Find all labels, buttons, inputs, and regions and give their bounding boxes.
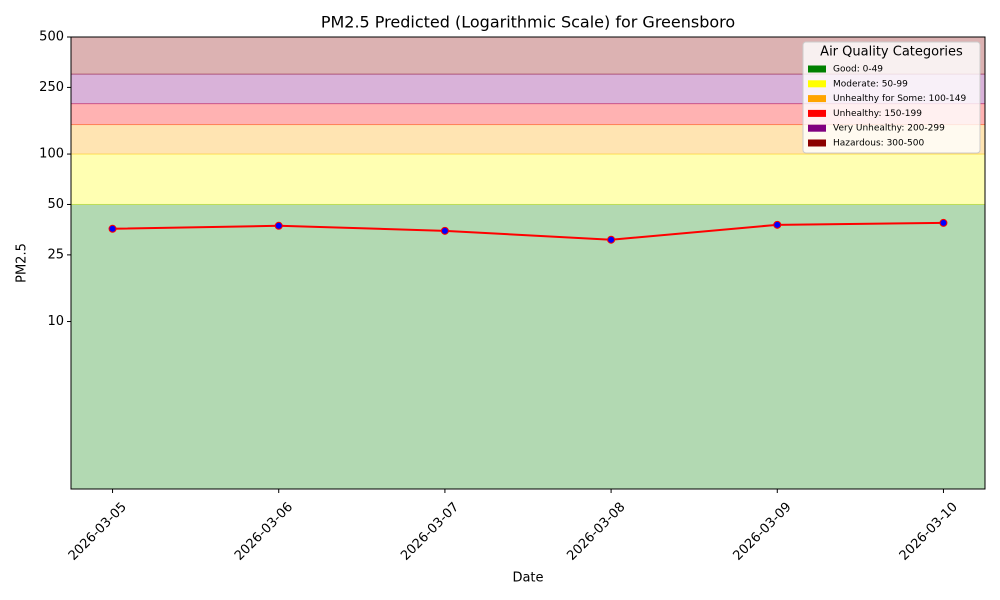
- legend-swatch: [808, 95, 826, 103]
- band: [71, 203, 985, 489]
- y-axis-label: PM2.5: [15, 243, 30, 283]
- legend-box: [802, 41, 981, 154]
- legend-swatch: [808, 124, 826, 132]
- legend-label: Good: 0-49: [833, 65, 883, 75]
- x-tick-label: 2026-03-06: [232, 500, 296, 564]
- bands: [71, 37, 985, 489]
- y-tick-label: 500: [39, 30, 64, 45]
- x-tick-label: 2026-03-05: [66, 500, 130, 564]
- marker: [607, 235, 616, 244]
- legend-swatch: [808, 139, 826, 147]
- legend-label: Unhealthy: 150-199: [833, 109, 922, 119]
- legend-label: Moderate: 50-99: [833, 79, 908, 89]
- x-tick-label: 2026-03-09: [731, 500, 795, 564]
- band: [71, 153, 985, 205]
- legend-swatch: [808, 65, 826, 73]
- legend-swatch: [808, 80, 826, 88]
- x-tick-label: 2026-03-10: [897, 500, 961, 564]
- legend: Air Quality Categories Good: 0-49 Moderate…: [802, 41, 981, 154]
- legend-label: Unhealthy for Some: 100-149: [833, 94, 966, 104]
- marker: [108, 224, 117, 233]
- band: [71, 103, 985, 126]
- plot-frame: [70, 36, 986, 490]
- line: [112, 221, 944, 241]
- x-tick-label: 2026-03-08: [564, 500, 628, 564]
- x-tick-label: 2026-03-07: [398, 500, 462, 564]
- legend-label: Hazardous: 300-500: [833, 139, 924, 149]
- y-tick-label: 25: [47, 247, 64, 262]
- y-tick-label: 50: [47, 197, 64, 212]
- x-axis-label: Date: [512, 571, 543, 586]
- y-tick-label: 100: [39, 147, 64, 162]
- marker: [440, 226, 449, 235]
- chart-title: PM2.5 Predicted (Logarithmic Scale) for …: [321, 13, 735, 32]
- marker: [939, 218, 948, 227]
- legend-swatch: [808, 109, 826, 117]
- legend-title: Air Quality Categories: [820, 45, 963, 60]
- legend-label: Very Unhealthy: 200-299: [833, 124, 945, 134]
- marker: [773, 220, 782, 229]
- marker: [274, 221, 283, 230]
- y-tick-label: 10: [47, 314, 64, 329]
- y-tick-label: 250: [39, 80, 64, 95]
